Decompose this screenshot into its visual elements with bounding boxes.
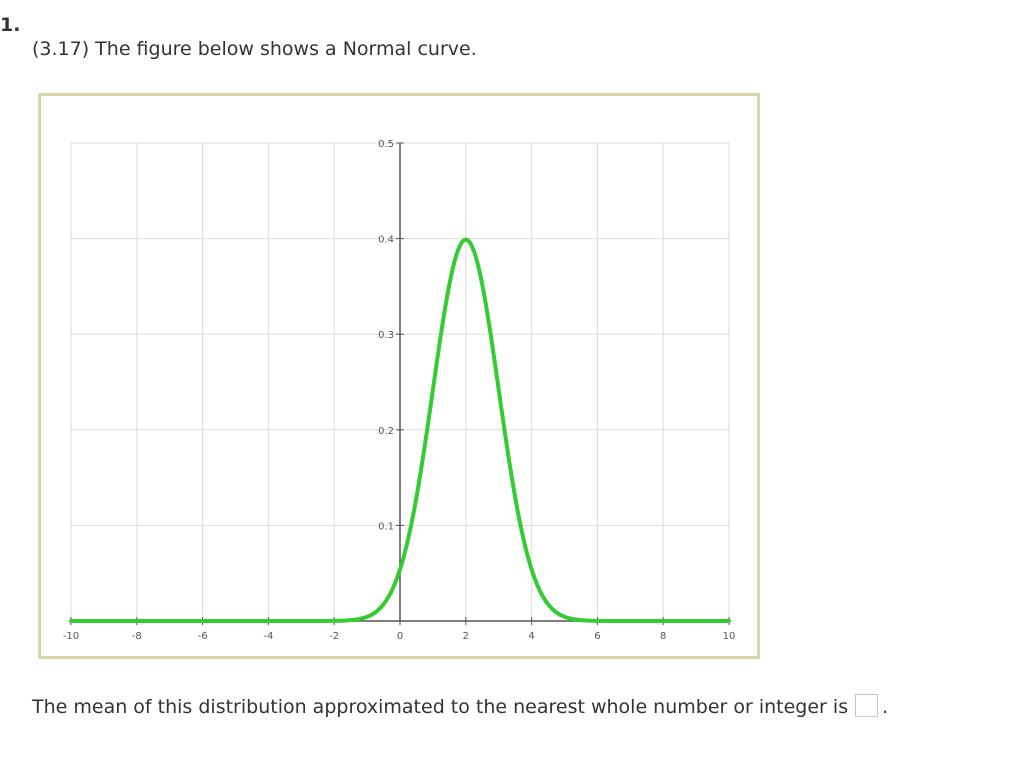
x-tick-label: 2 [463,631,469,642]
x-tick-label: 8 [660,631,666,642]
x-tick-label: -4 [263,631,273,642]
x-tick-label: -2 [329,631,339,642]
x-tick-label: -6 [198,631,208,642]
question-number: 1. [0,14,21,36]
y-tick-label: 0.2 [378,426,394,437]
x-tick-label: 6 [594,631,600,642]
x-tick-label: 0 [397,631,403,642]
y-tick-label: 0.5 [378,139,394,150]
x-tick-label: 4 [528,631,534,642]
x-tick-label: -8 [132,631,142,642]
x-tick-label: 10 [723,631,736,642]
answer-line: The mean of this distribution approximat… [32,694,888,718]
x-tick-label: -10 [63,631,79,642]
y-tick-label: 0.4 [378,235,394,246]
answer-input[interactable] [855,694,879,717]
answer-prompt: The mean of this distribution approximat… [32,696,849,718]
question-text: (3.17) The figure below shows a Normal c… [32,38,477,60]
normal-curve-chart: -10 -8 -6 -4 -2 0 2 4 6 8 10 0.1 0.2 0.3 0.4 0.5 [63,139,736,642]
y-tick-label: 0.1 [378,521,394,532]
y-tick-label: 0.3 [378,330,394,341]
answer-suffix: . [882,696,889,718]
chart-frame: -10 -8 -6 -4 -2 0 2 4 6 8 10 0.1 0.2 0.3 0.4 0.5 [38,93,760,659]
normal-curve-line [69,237,731,623]
